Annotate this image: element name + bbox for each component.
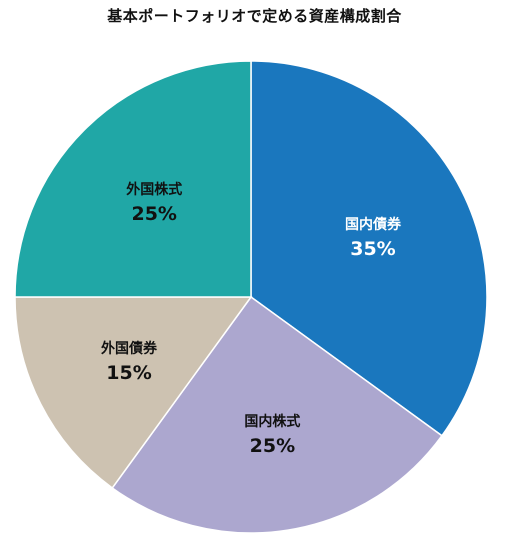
pie-labels: 国内債券 35% 国内株式 25% 外国債券 15% 外国株式 25% — [101, 181, 402, 457]
pie-slice-2 — [111, 295, 443, 534]
slice-value-2: 25% — [250, 435, 295, 457]
slice-label-4: 外国株式 — [126, 181, 182, 198]
slice-label-2: 国内株式 — [244, 413, 300, 430]
slice-label-1: 国内債券 — [345, 216, 402, 233]
chart-title: 基本ポートフォリオで定める資産構成割合 — [107, 7, 402, 25]
pie-slice-4 — [14, 60, 252, 298]
pie-slice-1 — [250, 60, 488, 437]
slice-value-1: 35% — [350, 238, 395, 260]
slice-value-3: 15% — [106, 362, 151, 384]
pie-slice-3 — [14, 296, 253, 489]
slice-label-3: 外国債券 — [101, 340, 158, 357]
slice-value-4: 25% — [131, 203, 176, 225]
pie-slices — [14, 60, 488, 534]
